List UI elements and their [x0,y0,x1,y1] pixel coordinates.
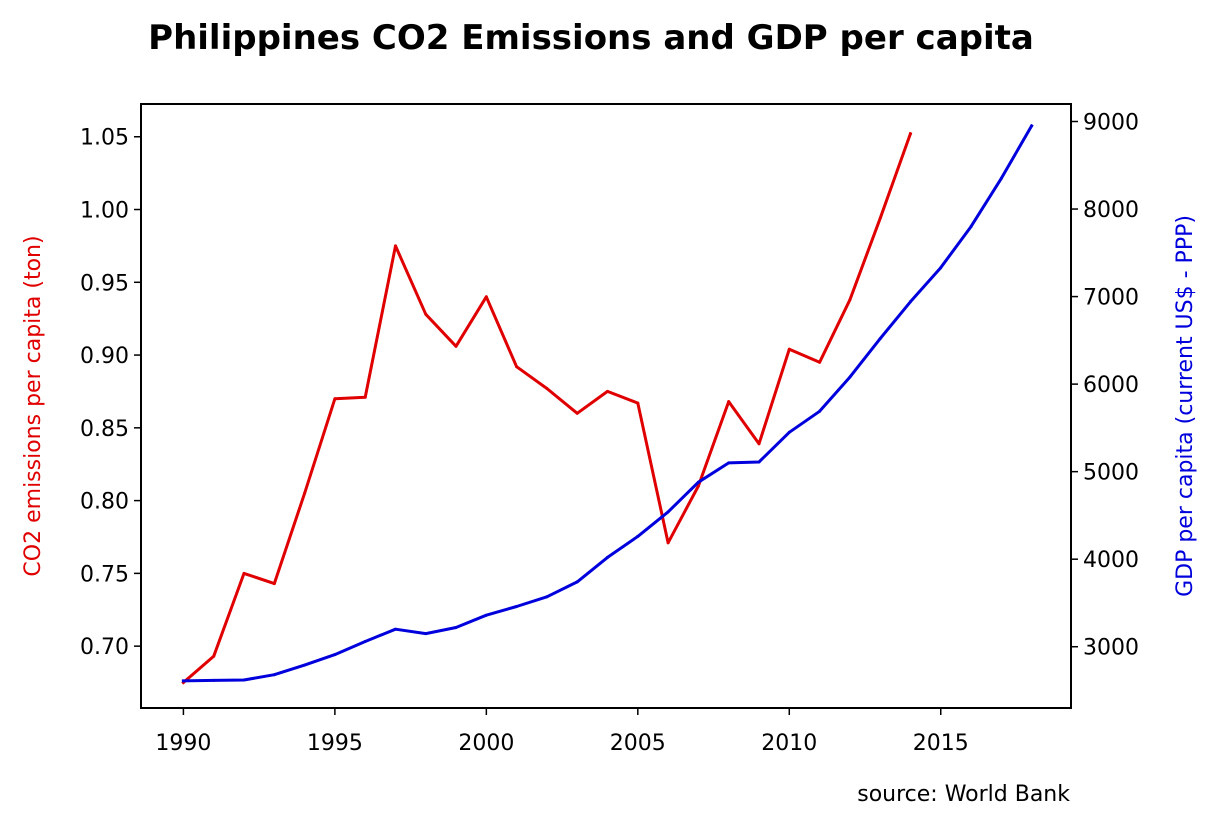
source-note: source: World Bank [857,782,1070,807]
x-tick-label: 2000 [458,731,514,756]
chart-title: Philippines CO2 Emissions and GDP per ca… [148,18,1034,58]
co2-data-point [484,295,488,299]
plot-lines [181,123,1034,685]
gdp-data-point [272,673,276,677]
left-y-tick-label: 0.80 [80,490,129,515]
co2-data-point [818,360,822,364]
gdp-data-point [727,461,731,465]
co2-series-points [181,132,912,684]
gdp-data-point [636,534,640,538]
gdp-series-points [181,124,1034,683]
gdp-data-point [939,266,943,270]
gdp-data-point [333,653,337,657]
co2-data-point [545,387,549,390]
gdp-data-point [545,595,549,599]
x-tick-label: 2015 [913,731,969,756]
co2-data-point [787,347,791,351]
co2-data-point [272,582,276,586]
left-y-axis-title: CO2 emissions per capita (ton) [21,235,46,576]
co2-data-point [363,395,367,399]
co2-data-point [333,397,337,401]
left-y-axis: 0.70 0.75 0.80 0.85 0.90 0.95 1.00 1.05 [80,126,141,660]
right-y-tick-label: 8000 [1083,198,1139,223]
gdp-data-point [999,176,1003,180]
co2-data-point [515,365,519,369]
right-y-tick-label: 3000 [1083,636,1139,661]
co2-data-point [757,442,761,446]
co2-data-point [727,400,731,404]
left-y-tick-label: 1.00 [80,199,129,224]
gdp-data-point [181,679,185,683]
gdp-data-point [908,300,912,304]
gdp-data-point [212,678,216,682]
gdp-data-point [1030,124,1034,128]
right-y-axis-title: GDP per capita (current US$ - PPP) [1173,215,1198,597]
co2-data-point [242,571,246,575]
left-y-tick-label: 0.70 [80,635,129,660]
gdp-data-point [515,605,519,608]
co2-data-point [696,484,700,488]
gdp-data-point [666,510,670,514]
x-tick-label: 1995 [307,731,363,756]
gdp-data-point [818,409,822,413]
left-y-tick-label: 1.05 [80,126,129,151]
left-y-tick-label: 0.75 [80,562,129,587]
left-y-tick-label: 0.90 [80,344,129,369]
left-y-tick-label: 0.85 [80,417,129,442]
co2-data-point [212,654,216,658]
co2-data-point [636,401,640,405]
gdp-data-point [242,678,246,682]
gdp-data-point [484,613,488,617]
x-tick-label: 2010 [761,731,817,756]
gdp-data-point [878,337,882,341]
gdp-data-point [757,460,761,464]
right-y-tick-label: 7000 [1083,286,1139,311]
co2-data-point [394,244,397,248]
gdp-data-point [696,480,700,484]
right-y-axis: 3000 4000 5000 6000 7000 8000 9000 [1071,111,1139,661]
left-y-tick-label: 0.95 [80,271,129,296]
gdp-data-point [394,627,397,631]
gdp-data-point [575,580,579,584]
gdp-data-point [424,632,428,636]
gdp-series-line [181,123,1034,683]
right-y-tick-label: 4000 [1083,548,1139,573]
gdp-data-point [787,430,791,434]
co2-data-point [606,389,609,393]
co2-data-point [848,298,852,302]
co2-data-point [303,491,307,495]
co2-data-point [454,344,458,348]
x-tick-label: 1990 [155,731,211,756]
co2-data-point [666,541,670,545]
co2-data-point [908,132,912,136]
x-tick-label: 2005 [610,731,666,756]
x-axis: 1990 1995 2000 2005 2010 2015 [155,708,969,756]
plot-frame [140,103,1072,709]
gdp-data-point [969,225,973,229]
gdp-data-point [303,663,307,667]
gdp-data-point [363,640,367,643]
co2-data-point [878,216,882,220]
gdp-data-point [606,555,609,559]
co2-series-line [181,131,913,685]
right-y-tick-label: 9000 [1083,111,1139,136]
gdp-data-point [848,375,852,379]
co2-data-point [575,411,579,415]
gdp-data-point [454,626,458,629]
right-y-tick-label: 5000 [1083,461,1139,486]
co2-data-point [424,312,428,316]
right-y-tick-label: 6000 [1083,373,1139,398]
